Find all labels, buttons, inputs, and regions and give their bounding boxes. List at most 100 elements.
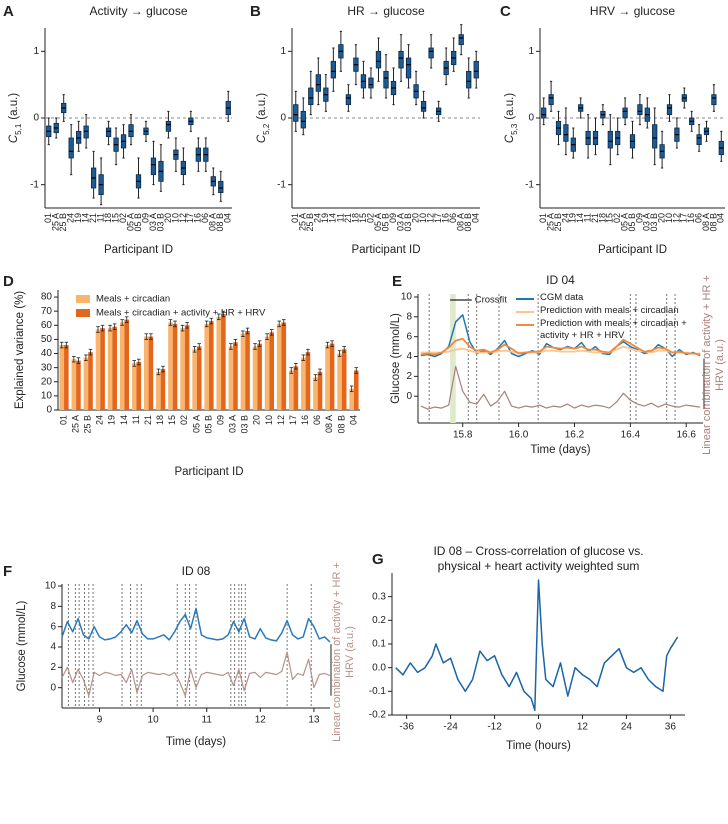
bar [180, 328, 185, 410]
x-tick-label: 05 A [619, 213, 629, 231]
x-tick-label: 01 [538, 213, 548, 223]
bar [76, 360, 81, 410]
data-line [61, 607, 331, 643]
bar [131, 363, 137, 410]
panel-letter: B [250, 3, 261, 20]
y-tick-label: 1 [33, 46, 39, 57]
bar [329, 343, 335, 410]
x-tick-label: 20 [410, 213, 420, 223]
y-tick-label: 0 [33, 113, 39, 124]
y-label-subscript: 5,1 [14, 123, 23, 135]
x-tick-label: 14 [328, 213, 338, 223]
x-tick-label: 09 [634, 213, 644, 223]
bar [269, 332, 274, 410]
y-tick-label: 0.2 [372, 615, 386, 626]
x-tick-label: 24 [621, 722, 633, 733]
y-axis-label: Glucose (mmol/L) [390, 313, 402, 404]
bar [325, 345, 330, 410]
x-tick-label: 09 [140, 213, 150, 223]
x-tick-label: 18 [350, 213, 360, 223]
x-tick-label: 05 A [191, 415, 201, 433]
x-tick-label: 03 B [403, 213, 413, 232]
x-tick-label: 05 B [133, 213, 143, 232]
highlight [450, 294, 456, 423]
y-label-symbol: C [504, 134, 516, 143]
bar [293, 366, 299, 410]
bar [71, 359, 77, 410]
bar [100, 328, 105, 410]
x-tick-label: 25 B [553, 213, 563, 232]
x-tick-label: 24 [66, 213, 76, 223]
x-tick-label: 16.4 [621, 430, 641, 441]
box [383, 70, 389, 89]
x-tick-label: 10 [664, 213, 674, 223]
bar [95, 329, 101, 410]
overlay-line [61, 651, 331, 697]
x-tick-label: 03 A [228, 415, 238, 433]
bar [160, 369, 166, 410]
data-line [420, 337, 701, 356]
x-tick-label: 06 [200, 213, 210, 223]
panel-letter: G [372, 551, 384, 568]
x-tick-label: 17 [679, 213, 689, 223]
bar [124, 319, 130, 410]
x-tick-label: 25 B [305, 213, 315, 232]
x-tick-label: 02 [179, 415, 189, 425]
x-tick-label: 15.8 [453, 430, 473, 441]
x-tick-label: 15 [358, 213, 368, 223]
x-tick-label: -12 [487, 722, 502, 733]
x-tick-label: 9 [97, 715, 103, 726]
box [315, 74, 321, 92]
x-tick-label: 03 B [240, 415, 250, 434]
y-tick-label: -1 [277, 179, 286, 190]
x-tick-label: 20 [163, 213, 173, 223]
x-tick-label: 11 [582, 213, 592, 222]
box [420, 100, 427, 112]
data-line [395, 579, 679, 712]
bar [313, 377, 318, 410]
x-tick-label: 16.6 [677, 430, 697, 441]
bar [156, 371, 161, 410]
box [300, 110, 306, 129]
box [308, 87, 314, 106]
chart-title: Activity → glucose [89, 4, 187, 18]
bar [204, 323, 209, 410]
x-tick-label: 10 [264, 415, 274, 425]
box [666, 104, 673, 116]
x-tick-label: 21 [343, 213, 353, 223]
bar [64, 345, 69, 410]
bar [112, 326, 117, 410]
box [293, 104, 299, 122]
y-label-unit: (a.u.) [8, 93, 20, 120]
y-label-symbol: C [256, 134, 268, 143]
panel-letter: F [3, 563, 12, 580]
x-tick-label: 25 A [51, 213, 61, 231]
y-axis-label: Glucose (mmol/L) [16, 600, 28, 691]
y-tick-label: 10 [401, 292, 413, 303]
x-tick-label: 24 [560, 213, 570, 223]
box [165, 120, 172, 132]
x-tick-label: 24 [95, 415, 105, 425]
y-tick-label: 70 [41, 306, 53, 317]
bar [148, 336, 154, 410]
box [622, 107, 628, 119]
y-axis-label: C5,3 (a.u.) [504, 93, 519, 143]
y-tick-label: 0 [46, 405, 52, 416]
x-tick-label: 19 [568, 213, 578, 223]
box [652, 124, 658, 149]
bar [221, 314, 226, 410]
x-tick-label: 16 [686, 213, 696, 223]
bar [276, 323, 282, 410]
x-tick-label: 18 [155, 415, 165, 425]
x-tick-label: 16 [441, 213, 451, 223]
bar [288, 370, 294, 410]
bar [257, 343, 262, 410]
y-tick-label: 4 [50, 642, 56, 653]
bar [168, 322, 173, 410]
chart-title: ID 08 [182, 564, 211, 578]
x-tick-label: 11 [335, 213, 345, 222]
y-tick-label: 6 [406, 331, 412, 342]
x-axis-label: Participant ID [351, 244, 420, 256]
bar [192, 349, 197, 410]
